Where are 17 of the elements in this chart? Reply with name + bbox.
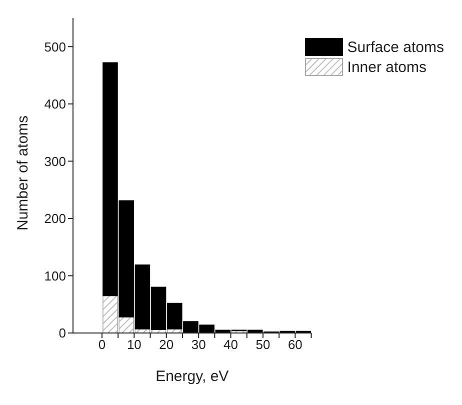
x-tick-label: 60 <box>288 337 302 352</box>
x-axis-title: Energy, eV <box>156 368 229 385</box>
y-tick-label: 100 <box>44 268 66 284</box>
y-tick-label: 500 <box>44 39 66 54</box>
legend-label: Surface atoms <box>347 38 444 56</box>
x-tick-label: 30 <box>191 337 206 352</box>
y-tick-label: 400 <box>44 96 66 112</box>
y-axis-title: Number of atoms <box>14 115 32 230</box>
y-tick-label: 200 <box>44 211 66 226</box>
x-tick-label: 40 <box>224 337 238 352</box>
x-tick-label: 10 <box>126 337 142 352</box>
x-tick-label: 50 <box>256 337 270 352</box>
x-tick-label: 20 <box>159 337 174 352</box>
y-tick-label: 300 <box>44 154 66 169</box>
y-tick-label: 0 <box>58 326 66 341</box>
x-tick-label: 0 <box>98 337 106 352</box>
legend-label: Inner atoms <box>347 58 426 76</box>
